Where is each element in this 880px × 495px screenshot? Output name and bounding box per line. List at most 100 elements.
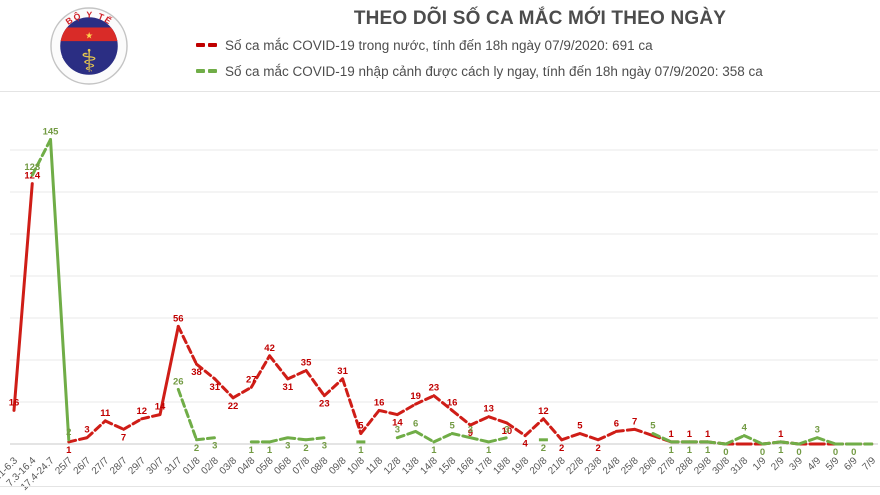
domestic-cases-line-segment [523,417,545,438]
domestic-cases-value-label: 31 [337,366,348,377]
domestic-cases-line-segment [359,408,381,435]
imported-cases-value-label: 1 [431,445,437,456]
x-axis-label: 26/8 [638,455,660,477]
imported-cases-value-label: 0 [723,447,728,458]
domestic-cases-line-segment [395,402,418,417]
domestic-cases-line-segment [140,413,162,421]
x-axis-label: 13/8 [400,455,422,477]
legend-marker-imported [196,69,220,73]
domestic-cases-value-label: 7 [121,432,126,443]
domestic-cases-value-label: 9 [468,428,473,439]
domestic-cases-line-segment [249,354,272,389]
imported-cases-line-segment [268,436,290,444]
imported-cases-value-label: 26 [173,376,184,387]
domestic-cases-line-segment [67,436,89,444]
x-axis-label: 06/8 [272,455,294,477]
x-axis-label: 09/8 [327,455,349,477]
domestic-cases-line-segment [122,417,144,431]
domestic-cases-value-label: 31 [210,382,221,393]
x-axis-label: 18/8 [491,455,513,477]
x-axis-label: 22/8 [564,455,586,477]
imported-cases-value-label: 3 [815,425,820,436]
domestic-cases-value-label: 11 [100,408,111,419]
x-axis-label: 4/9 [806,455,824,473]
imported-cases-line-segment [706,440,728,446]
imported-cases-value-label: 3 [322,441,327,452]
domestic-cases-line-segment [596,429,618,442]
domestic-cases-line-segment [614,427,637,433]
imported-cases-line-segment [195,436,217,442]
domestic-cases-value-label: 1 [778,429,784,440]
legend-marker-domestic [196,43,220,47]
imported-cases-value-label: 5 [650,421,656,432]
imported-cases-line-segment [304,436,326,442]
imported-cases-line-segment [468,436,491,444]
imported-cases-line-segment [651,432,673,444]
domestic-cases-line-segment [633,427,655,438]
imported-cases-value-label: 1 [486,445,492,456]
domestic-cases-line-segment [213,377,235,400]
imported-cases-value-label: 3 [212,441,217,452]
domestic-cases-value-label: 23 [319,399,330,410]
chart-legend: Số ca mắc COVID-19 trong nước, tính đến … [196,32,763,84]
domestic-cases-value-label: 13 [483,404,494,415]
imported-cases-value-label: 1 [687,445,693,456]
domestic-cases-value-label: 6 [614,418,619,429]
imported-cases-value-label: 3 [468,425,473,436]
x-axis-label: 15/8 [437,455,459,477]
x-axis-label: 02/8 [199,455,221,477]
imported-cases-value-label: 3 [285,441,290,452]
imported-cases-line-segment [487,436,509,444]
imported-cases-value-label: 3 [504,425,509,436]
imported-cases-line-segment [742,434,764,446]
imported-cases-value-label: 2 [66,427,71,438]
cases-line-chart: 23.1-6.37.3-16.417.4-24.725/726/727/728/… [0,127,878,494]
x-axis-label: 04/8 [236,455,258,477]
imported-cases-line-segment [815,436,837,446]
imported-cases-value-label: 2 [194,443,199,454]
domestic-cases-value-label: 3 [84,425,89,436]
imported-cases-line-segment [414,429,436,444]
domestic-cases-value-label: 4 [523,439,529,450]
domestic-cases-value-label: 19 [410,391,421,402]
imported-cases-value-label: 0 [796,447,801,458]
x-axis-label: 27/8 [656,455,678,477]
domestic-cases-value-label: 1 [66,445,72,456]
domestic-cases-line-segment [505,421,527,438]
domestic-cases-line-segment [341,377,363,435]
domestic-cases-value-label: 56 [173,313,184,324]
domestic-cases-value-label: 2 [596,443,601,454]
x-axis-label: 31/7 [163,455,185,477]
domestic-cases-line-segment [304,369,326,398]
x-axis-label: 10/8 [345,455,367,477]
domestic-cases-value-label: 10 [502,426,513,437]
x-axis-label: 31/8 [729,455,751,477]
page-title: THEO DÕI SỐ CA MẮC MỚI THEO NGÀY [353,8,727,29]
domestic-cases-value-label: 23 [429,383,440,394]
domestic-cases-value-label: 5 [577,421,583,432]
x-axis-label: 17/8 [473,455,495,477]
imported-cases-value-label: 1 [267,445,273,456]
imported-cases-line-segment [395,429,418,440]
imported-cases-value-label: 145 [43,127,60,138]
x-axis-label: 27/7 [90,455,112,477]
domestic-cases-line-segment [195,362,217,381]
imported-cases-value-label: 1 [705,445,711,456]
logo-asclepius-staff-icon: ⚕ [81,43,98,78]
domestic-cases-value-label: 12 [538,406,549,417]
domestic-cases-value-label: 14 [392,418,403,429]
domestic-cases-value-label: 1 [669,429,675,440]
x-axis-label: 24/8 [601,455,623,477]
imported-cases-value-label: 0 [833,447,838,458]
x-axis-label: 29/7 [126,455,148,477]
domestic-cases-line-segment [450,408,472,427]
domestic-cases-value-label: 7 [632,416,637,427]
imported-cases-value-label: 128 [24,162,40,173]
logo-red-band [60,27,118,42]
x-axis-label: 28/7 [108,455,130,477]
x-axis-label: 14/8 [418,455,440,477]
x-axis-label: 21/8 [546,455,568,477]
imported-cases-value-label: 2 [541,443,546,454]
imported-cases-value-label: 1 [778,445,784,456]
